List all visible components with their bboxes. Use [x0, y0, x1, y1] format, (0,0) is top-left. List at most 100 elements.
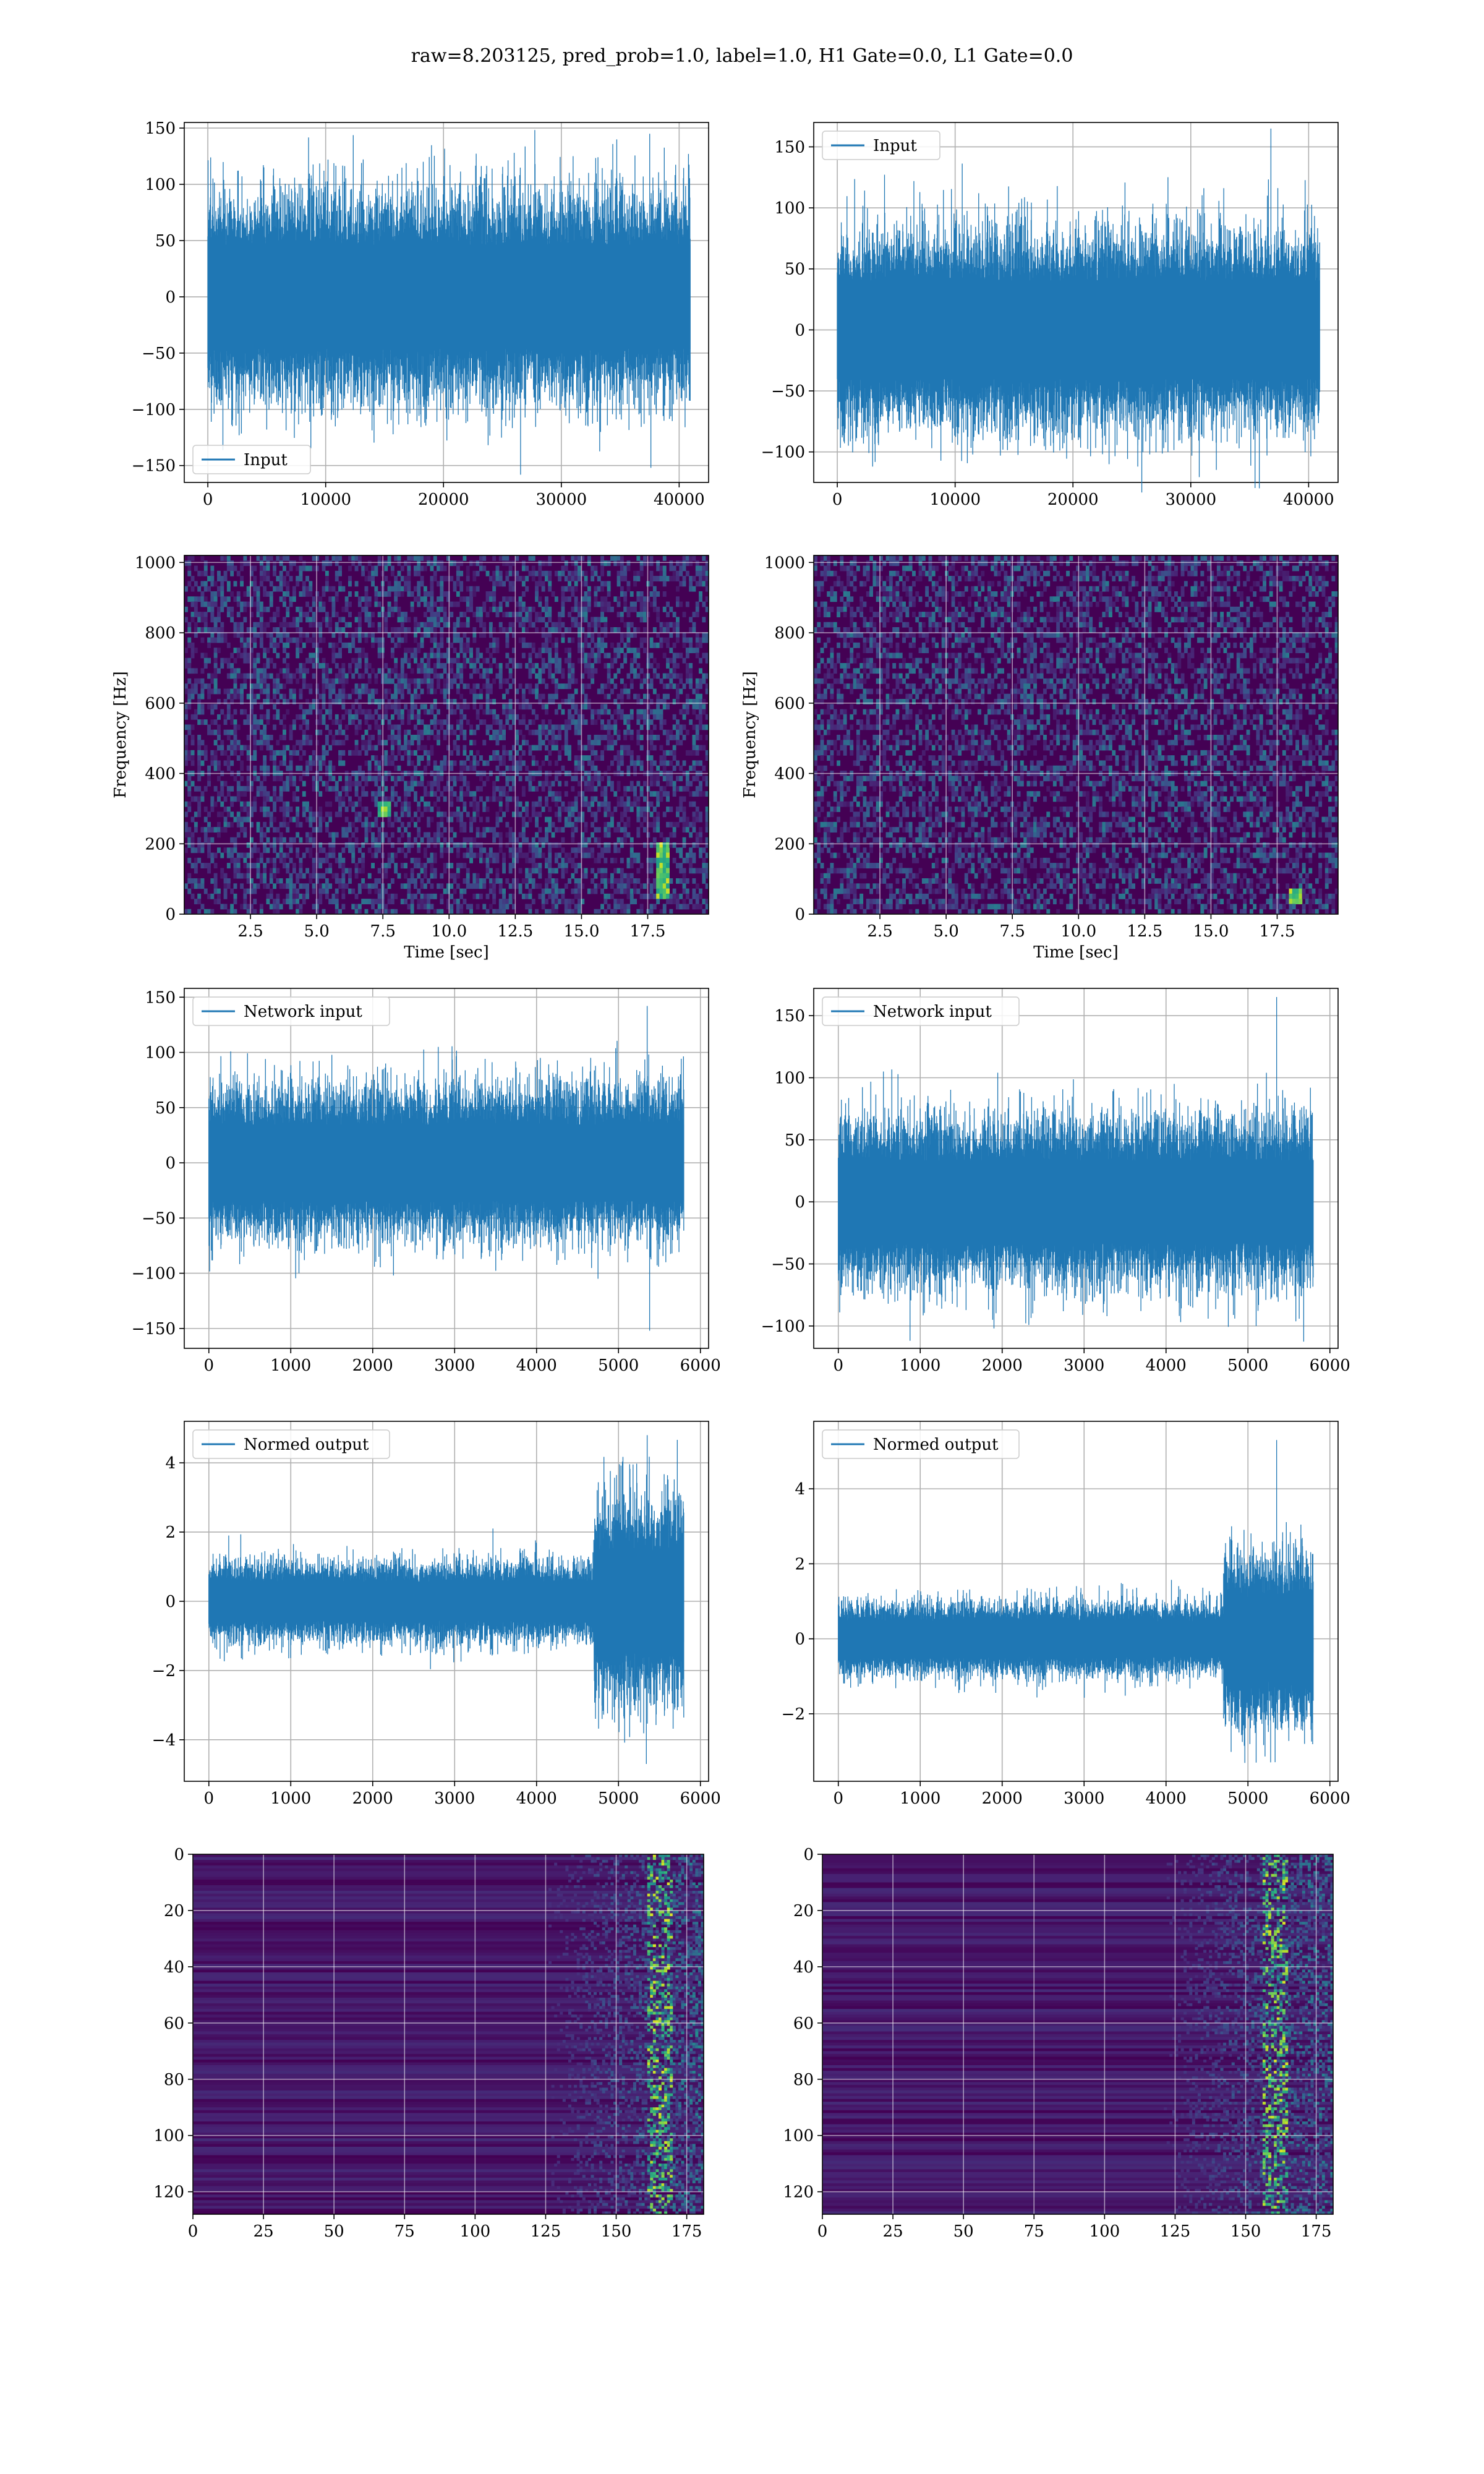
- y-tick-label: 600: [774, 695, 805, 713]
- x-tick-label: 125: [1160, 2222, 1191, 2241]
- axes-frame: [184, 555, 709, 915]
- x-tick-label: 3000: [1064, 1789, 1104, 1808]
- y-axis-label: Frequency [Hz]: [741, 671, 759, 798]
- x-tick-label: 12.5: [1127, 922, 1162, 941]
- x-tick-label: 0: [203, 1356, 214, 1375]
- y-tick-label: 4: [165, 1454, 176, 1473]
- y-tick-label: −100: [761, 443, 805, 462]
- x-tick-label: 175: [1301, 2222, 1332, 2241]
- panel-normed-output-left: 0 1000 2000 3000 4000 5000 6000 −4 −2 0 2 4 Normed o…: [152, 1421, 721, 1808]
- x-tick-label: 12.5: [497, 922, 533, 941]
- series-line: [208, 1006, 684, 1331]
- x-tick-label: 2.5: [867, 922, 892, 941]
- x-tick-label: 5000: [598, 1356, 639, 1375]
- legend-box: [822, 131, 940, 160]
- x-tick-label: 6000: [680, 1356, 721, 1375]
- x-tick-label: 6000: [1310, 1789, 1350, 1808]
- y-tick-label: 150: [145, 119, 176, 138]
- legend-box: [192, 996, 390, 1026]
- y-tick-label: 0: [795, 905, 805, 924]
- y-tick-label: −50: [142, 1209, 176, 1228]
- series-line: [838, 1440, 1314, 1763]
- legend-entry: Normed output: [873, 1436, 999, 1454]
- y-tick-label: 40: [793, 1958, 814, 1977]
- y-tick-label: 150: [145, 988, 176, 1007]
- panel-feature-map-left: 0 25 50 75 100 125 150 175 0 20 40 60 80 100 120: [153, 1846, 704, 2241]
- y-tick-label: 800: [774, 624, 805, 643]
- series-line: [838, 997, 1314, 1342]
- x-tick-label: 30000: [535, 490, 587, 509]
- axes-frame: [813, 122, 1339, 483]
- x-tick-label: 5.0: [933, 922, 958, 941]
- y-tick-label: 50: [785, 260, 805, 279]
- heatmap-cells: [822, 1854, 1334, 2215]
- y-tick-label: 150: [774, 138, 805, 156]
- axes-frame: [184, 988, 709, 1349]
- legend-box: [822, 996, 1020, 1026]
- y-tick-label: 40: [164, 1958, 184, 1977]
- y-tick-label: 200: [774, 835, 805, 854]
- panel-input-left: 0 10000 20000 30000 40000 −150 −100 −50 0 50 100 15…: [132, 119, 709, 509]
- y-tick-label: 4: [795, 1480, 805, 1499]
- x-tick-label: 17.5: [630, 922, 666, 941]
- y-tick-label: −150: [132, 1320, 176, 1338]
- y-tick-label: 2: [165, 1523, 176, 1542]
- y-tick-label: −4: [152, 1731, 176, 1750]
- panel-input-right: 0 10000 20000 30000 40000 −100 −50 0 50 100 150 Inp…: [761, 122, 1339, 509]
- panel-network-input-right: 0 1000 2000 3000 4000 5000 6000 −100 −50 0 50 100 15…: [761, 988, 1350, 1375]
- y-tick-label: 0: [165, 905, 176, 924]
- x-tick-label: 10000: [300, 490, 351, 509]
- x-tick-label: 25: [883, 2222, 903, 2241]
- x-tick-label: 0: [833, 1789, 843, 1808]
- legend-entry: Input: [873, 137, 917, 155]
- legend-box: [822, 1429, 1020, 1459]
- x-tick-label: 2000: [352, 1356, 393, 1375]
- y-tick-label: 50: [155, 1099, 176, 1118]
- axes-frame: [813, 555, 1339, 915]
- y-tick-label: 1000: [764, 554, 805, 572]
- y-tick-label: 100: [774, 1069, 805, 1087]
- y-tick-label: 0: [795, 321, 805, 340]
- x-tick-label: 2.5: [237, 922, 263, 941]
- y-tick-label: 2: [795, 1555, 805, 1573]
- x-tick-label: 2000: [982, 1356, 1023, 1375]
- y-tick-label: 0: [165, 288, 176, 307]
- x-tick-label: 6000: [680, 1789, 721, 1808]
- y-tick-label: −2: [782, 1705, 805, 1724]
- x-tick-label: 3000: [1064, 1356, 1104, 1375]
- x-tick-label: 4000: [1146, 1356, 1187, 1375]
- y-tick-label: 100: [145, 1044, 176, 1063]
- y-tick-label: 0: [795, 1193, 805, 1212]
- y-tick-label: 0: [803, 1846, 814, 1864]
- y-tick-label: 400: [145, 765, 176, 784]
- x-tick-label: 3000: [434, 1356, 475, 1375]
- y-tick-label: −2: [152, 1662, 176, 1680]
- y-tick-label: 50: [785, 1131, 805, 1150]
- y-tick-label: 0: [795, 1630, 805, 1649]
- x-tick-label: 2000: [982, 1789, 1023, 1808]
- legend: Network input: [822, 996, 1020, 1026]
- x-tick-label: 0: [832, 490, 843, 509]
- x-tick-label: 15.0: [563, 922, 599, 941]
- y-axis-label: Frequency [Hz]: [111, 671, 130, 798]
- x-tick-label: 5.0: [304, 922, 329, 941]
- x-tick-label: 40000: [654, 490, 705, 509]
- y-tick-label: 60: [164, 2014, 184, 2033]
- x-tick-label: 0: [833, 1356, 843, 1375]
- x-tick-label: 100: [460, 2222, 491, 2241]
- x-tick-label: 150: [601, 2222, 632, 2241]
- y-tick-label: 100: [774, 199, 805, 218]
- y-tick-label: 200: [145, 835, 176, 854]
- panel-normed-output-right: 0 1000 2000 3000 4000 5000 6000 −2 0 2 4 Normed out…: [782, 1421, 1350, 1808]
- legend: Normed output: [192, 1429, 390, 1459]
- legend-box: [192, 1429, 390, 1459]
- x-tick-label: 1000: [900, 1356, 940, 1375]
- series-line: [208, 1435, 684, 1765]
- x-tick-label: 0: [188, 2222, 198, 2241]
- x-tick-label: 4000: [516, 1356, 557, 1375]
- x-tick-label: 7.5: [1000, 922, 1025, 941]
- panel-feature-map-right: 0 25 50 75 100 125 150 175 0 20 40 60 80 100 120: [783, 1846, 1334, 2241]
- axes-frame: [184, 122, 709, 483]
- legend-entry: Normed output: [244, 1436, 369, 1454]
